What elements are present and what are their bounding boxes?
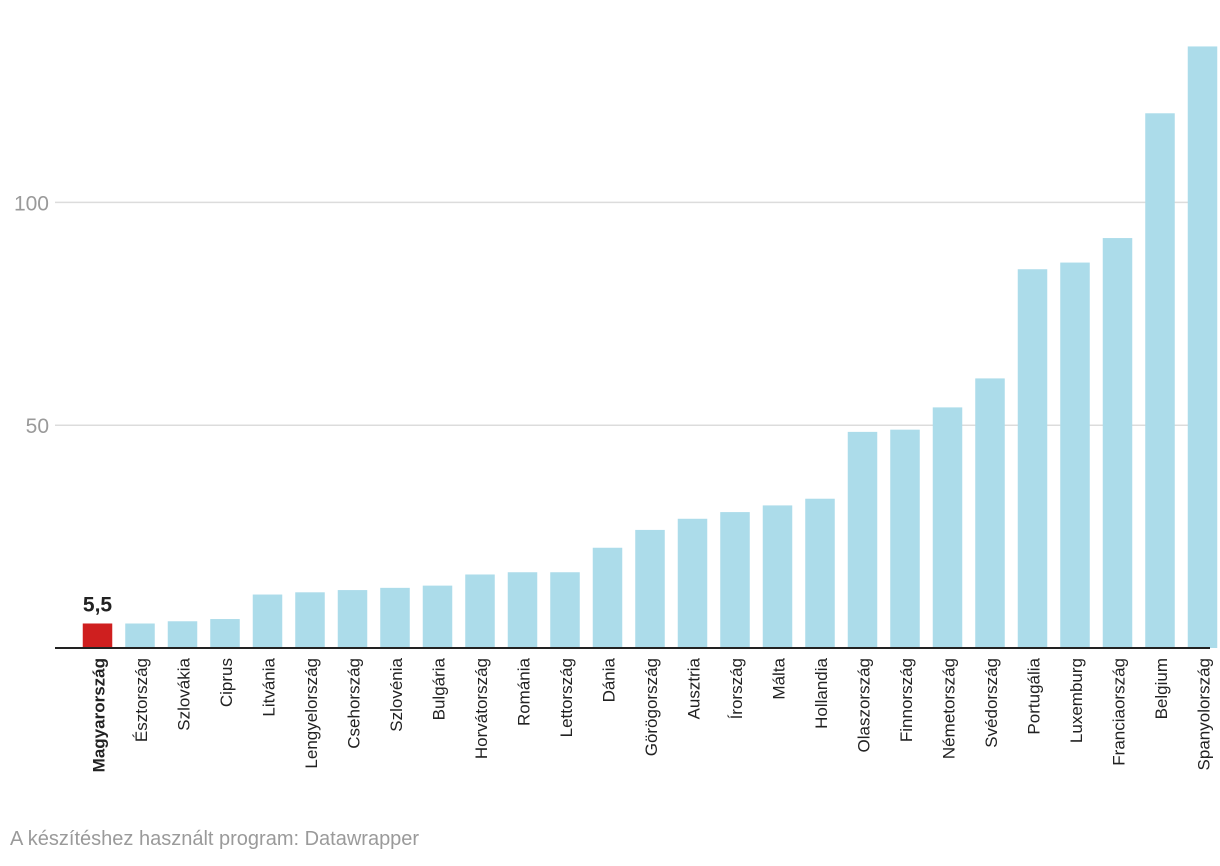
footer-credit: A készítéshez használt program: Datawrap… (10, 828, 420, 850)
bar-Bulgária (422, 585, 453, 648)
x-tick-label-Írország: Írország (727, 658, 746, 719)
bar-Magyarország (82, 623, 113, 648)
x-tick-label-Ciprus: Ciprus (217, 658, 236, 707)
bar-Szlovénia (380, 587, 410, 648)
bars: 5,5 (82, 46, 1218, 649)
bar-Belgium (1145, 113, 1175, 648)
bar-Horvátország (465, 574, 495, 648)
x-tick-label-Franciaország: Franciaország (1110, 658, 1129, 766)
x-tick-label-Csehország: Csehország (345, 658, 364, 749)
x-tick-label-Finnország: Finnország (897, 658, 916, 742)
bar-Finnország (890, 429, 920, 648)
x-tick-label-Svédország: Svédország (982, 658, 1001, 748)
x-tick-label-Horvátország: Horvátország (472, 658, 491, 759)
y-tick-label-50: 50 (26, 415, 49, 438)
x-tick-label-Dánia: Dánia (600, 657, 619, 702)
bar-chart: 50 100 5,5 Magyarország Észtország Szlováki… (14, 46, 1218, 772)
bar-Franciaország (1102, 238, 1133, 649)
x-tick-label-Görögország: Görögország (642, 658, 661, 756)
category-labels: Magyarország Észtország Szlovákia Ciprus Lit… (90, 657, 1214, 772)
x-tick-label-Szlovénia: Szlovénia (387, 657, 406, 731)
bar-Németország (932, 407, 963, 648)
x-tick-label-Lengyelország: Lengyelország (302, 658, 321, 769)
x-tick-label-Szlovákia: Szlovákia (175, 657, 194, 730)
x-tick-label-Magyarország: Magyarország (90, 658, 109, 772)
x-tick-label-Luxemburg: Luxemburg (1067, 658, 1086, 743)
x-tick-label-Olaszország: Olaszország (855, 658, 874, 752)
x-tick-label-Ausztria: Ausztria (685, 657, 704, 719)
bar-Spanyolország (1187, 46, 1218, 648)
bar-Észtország (125, 623, 155, 648)
x-tick-label-Litvánia: Litvánia (260, 657, 279, 716)
x-tick-label-Hollandia: Hollandia (812, 657, 831, 728)
bar-Csehország (337, 590, 368, 648)
bar-Olaszország (847, 431, 878, 648)
x-tick-label-Bulgária: Bulgária (430, 657, 449, 720)
bar-Dánia (592, 547, 623, 648)
bar-Málta (762, 505, 793, 648)
bar-Luxemburg (1060, 262, 1090, 648)
x-tick-label-Románia: Románia (515, 657, 534, 726)
grid-lines: 50 100 (14, 192, 1210, 438)
x-tick-label-Spanyolország: Spanyolország (1195, 658, 1214, 770)
bar-Litvánia (252, 594, 283, 648)
bar-Svédország (975, 378, 1005, 648)
bar-Ausztria (677, 518, 708, 648)
x-tick-label-Portugália: Portugália (1025, 657, 1044, 734)
x-tick-label-Lettország: Lettország (557, 658, 576, 737)
bar-Portugália (1017, 269, 1048, 648)
data-label-highlight: 5,5 (83, 593, 113, 616)
y-tick-label-100: 100 (14, 192, 49, 215)
bar-Románia (507, 572, 538, 648)
x-tick-label-Németország: Németország (940, 658, 959, 759)
bar-Ciprus (210, 619, 240, 648)
bar-Hollandia (805, 498, 835, 648)
bar-Írország (720, 512, 750, 648)
bar-Szlovákia (167, 621, 198, 648)
bar-Lengyelország (295, 592, 325, 648)
x-tick-label-Belgium: Belgium (1152, 658, 1171, 719)
bar-Görögország (635, 529, 665, 648)
x-tick-label-Málta: Málta (770, 657, 789, 699)
x-tick-label-Észtország: Észtország (132, 658, 151, 742)
bar-Lettország (550, 572, 580, 648)
